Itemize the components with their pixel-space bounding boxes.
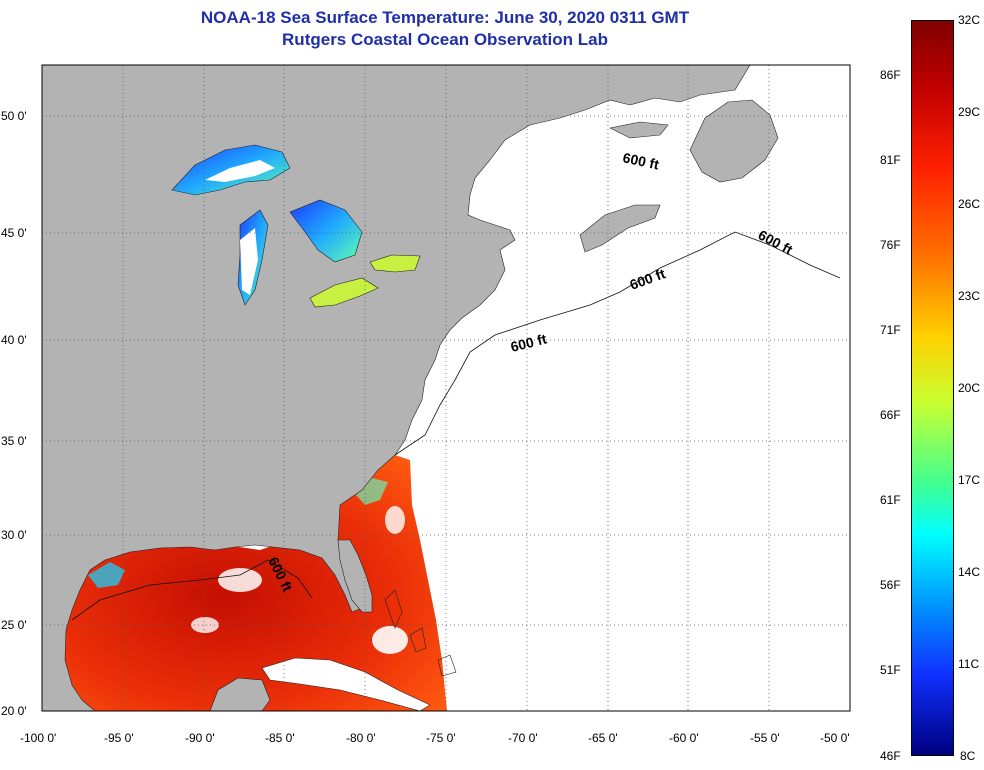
lat-label: 25 0'	[1, 618, 27, 632]
cloud-gap	[205, 160, 275, 182]
lon-label: -75 0'	[426, 731, 456, 745]
cloud-gap	[240, 228, 258, 295]
cloud-gap	[385, 506, 405, 534]
lon-label: -95 0'	[104, 731, 134, 745]
fahrenheit-label: 56F	[880, 578, 901, 592]
celsius-label: 14C	[958, 565, 981, 579]
land-cuba	[261, 657, 431, 711]
celsius-label: 32C	[958, 13, 981, 27]
lake-huron	[289, 199, 363, 263]
lat-label: 20 0'	[1, 704, 27, 718]
celsius-label: 8C	[960, 749, 976, 763]
lon-label: -90 0'	[185, 731, 215, 745]
lon-label: -50 0'	[820, 731, 850, 745]
fahrenheit-label: 86F	[880, 68, 901, 82]
lat-label: 35 0'	[1, 434, 27, 448]
land-newfoundland	[689, 99, 779, 183]
lon-label: -85 0'	[265, 731, 295, 745]
land-nova-scotia	[579, 204, 661, 253]
celsius-label: 11C	[958, 657, 980, 671]
land-florida	[337, 539, 373, 613]
fahrenheit-label: 71F	[880, 323, 901, 337]
map-gridlines	[42, 65, 850, 711]
lon-label: -100 0'	[20, 731, 57, 745]
bahamas-outline	[384, 589, 457, 677]
map-title: NOAA-18 Sea Surface Temperature: June 30…	[200, 8, 690, 27]
lake-erie	[309, 277, 379, 308]
lon-label: -70 0'	[508, 731, 538, 745]
land-yucatan	[209, 677, 271, 711]
600ft-contour	[394, 231, 841, 456]
celsius-label: 29C	[958, 105, 981, 119]
fahrenheit-label: 46F	[880, 749, 901, 763]
celsius-label: 20C	[958, 381, 981, 395]
lat-label: 45 0'	[1, 226, 27, 240]
land-anticosti	[609, 121, 669, 139]
lon-label: -55 0'	[750, 731, 780, 745]
map-frame	[41, 64, 851, 712]
600ft-contour-gulf	[71, 559, 313, 621]
celsius-label: 26C	[958, 197, 981, 211]
fahrenheit-label: 66F	[880, 408, 901, 422]
fahrenheit-label: 76F	[880, 238, 901, 252]
cool-coastal-patch	[88, 562, 125, 588]
celsius-label: 17C	[958, 473, 981, 487]
cloud-gap	[218, 568, 262, 592]
lon-label: -60 0'	[669, 731, 699, 745]
map-subtitle: Rutgers Coastal Ocean Observation Lab	[282, 30, 608, 49]
contour-label: 600 ft	[621, 149, 660, 172]
fahrenheit-label: 61F	[880, 493, 901, 507]
temperature-colorbar	[911, 20, 954, 756]
cool-coastal-patch	[356, 478, 388, 505]
lat-label: 40 0'	[1, 333, 27, 347]
lat-label: 30 0'	[1, 528, 27, 542]
fahrenheit-label: 51F	[880, 663, 901, 677]
celsius-label: 23C	[958, 289, 981, 303]
lake-ontario	[369, 254, 421, 273]
lon-label: -65 0'	[588, 731, 618, 745]
cloud-gap	[191, 617, 219, 633]
cloud-gap	[372, 626, 408, 654]
fahrenheit-label: 81F	[880, 153, 901, 167]
lon-label: -80 0'	[346, 731, 376, 745]
lat-label: 50 0'	[1, 109, 27, 123]
